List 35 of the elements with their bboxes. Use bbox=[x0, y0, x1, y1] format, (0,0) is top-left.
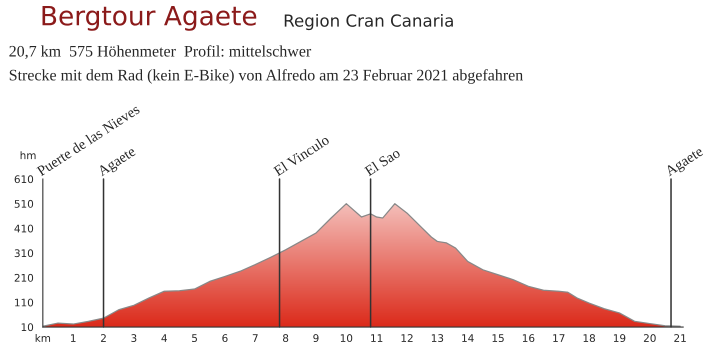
y-tick-label: 310 bbox=[14, 249, 34, 258]
x-tick-label: 12 bbox=[402, 334, 413, 342]
x-tick-label: 17 bbox=[553, 334, 564, 342]
x-tick-label: 14 bbox=[462, 334, 474, 342]
x-tick-label: 5 bbox=[192, 334, 197, 342]
y-axis-title: hm bbox=[20, 151, 36, 160]
x-tick-label: 10 bbox=[340, 334, 352, 342]
y-tick-label: 410 bbox=[14, 224, 34, 232]
x-tick-label: 13 bbox=[432, 334, 444, 342]
y-tick-label: 510 bbox=[14, 200, 34, 208]
chart-title: Bergtour Agaete bbox=[42, 6, 256, 31]
x-tick-label: km bbox=[36, 334, 50, 342]
x-tick-label: 21 bbox=[674, 334, 686, 342]
x-tick-label: 15 bbox=[492, 334, 504, 342]
x-tick-label: 2 bbox=[100, 334, 106, 342]
x-tick-label: 19 bbox=[614, 334, 626, 342]
ref-line-label: El Sao bbox=[364, 147, 401, 176]
y-tick-label: 210 bbox=[14, 274, 34, 282]
x-tick-label: 1 bbox=[71, 334, 76, 342]
x-tick-label: 9 bbox=[313, 334, 319, 342]
y-tick-label: 110 bbox=[15, 298, 34, 306]
y-tick-label: 610 bbox=[14, 175, 34, 184]
x-tick-label: 3 bbox=[131, 334, 136, 342]
x-tick-label: 11 bbox=[371, 334, 382, 342]
x-tick-label: 18 bbox=[584, 334, 596, 342]
x-tick-label: 7 bbox=[252, 334, 258, 342]
y-tick-label: 10 bbox=[22, 323, 34, 332]
x-tick-label: 8 bbox=[283, 334, 288, 342]
x-tick-label: 6 bbox=[222, 334, 228, 342]
x-tick-label: 16 bbox=[522, 334, 534, 342]
chart-subtitle: Region Cran Canaria bbox=[284, 14, 453, 30]
x-tick-label: 4 bbox=[161, 334, 167, 342]
text: 20,7 km 575 Höhenmeter Profil: mittelschwer bbox=[9, 45, 312, 59]
x-tick-label: 20 bbox=[644, 334, 656, 342]
text: Strecke mit dem Rad (kein E-Bike) von Alfredo am 23 Februar 2021 abgefahren bbox=[10, 69, 523, 84]
